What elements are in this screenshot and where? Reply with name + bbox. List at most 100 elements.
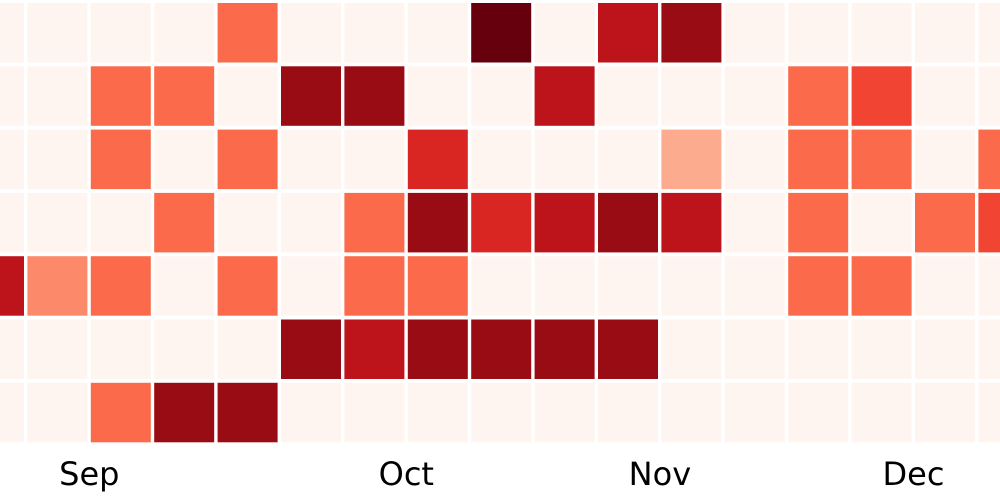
heat-cell <box>534 382 595 443</box>
heat-cell <box>915 256 975 316</box>
heat-cell <box>978 129 1000 190</box>
heat-cell <box>217 319 278 379</box>
month-label: Nov <box>629 455 691 493</box>
heat-cell <box>0 66 24 126</box>
month-label: Oct <box>379 455 434 493</box>
heat-cell <box>915 66 975 126</box>
heat-cell <box>154 129 215 190</box>
heat-cell <box>915 382 975 443</box>
heat-cell <box>978 3 1000 63</box>
heat-cell <box>344 192 405 253</box>
heat-cell <box>915 129 975 190</box>
heat-cell <box>154 382 215 443</box>
heat-cell <box>534 192 595 253</box>
heat-cell <box>471 256 532 316</box>
heat-cell <box>724 3 785 63</box>
heat-cell <box>90 319 151 379</box>
heat-cell <box>661 3 722 63</box>
heat-cell <box>534 66 595 126</box>
heat-cell <box>598 3 658 63</box>
heat-cell <box>598 382 658 443</box>
heat-cell <box>788 192 849 253</box>
heat-cell <box>598 319 658 379</box>
heat-cell <box>0 3 24 63</box>
heat-cell <box>598 192 658 253</box>
heat-cell <box>281 319 341 379</box>
heat-cell <box>534 3 595 63</box>
heat-cell <box>915 319 975 379</box>
heat-cell <box>0 256 24 316</box>
heat-cell <box>344 382 405 443</box>
heat-cell <box>0 129 24 190</box>
heat-cell <box>90 382 151 443</box>
heat-cell <box>471 66 532 126</box>
heat-cell <box>915 192 975 253</box>
heat-cell <box>978 382 1000 443</box>
heat-cell <box>788 66 849 126</box>
heat-cell <box>407 3 468 63</box>
heat-cell <box>281 3 341 63</box>
heat-cell <box>27 382 88 443</box>
heat-cell <box>90 129 151 190</box>
heat-cell <box>788 129 849 190</box>
heat-cell <box>90 3 151 63</box>
heat-cell <box>90 66 151 126</box>
heat-cell <box>851 129 912 190</box>
month-label: Sep <box>59 455 119 493</box>
heat-cell <box>27 129 88 190</box>
heat-cell <box>344 256 405 316</box>
heat-cell <box>661 192 722 253</box>
heat-cell <box>851 66 912 126</box>
heat-cell <box>407 256 468 316</box>
heat-cell <box>661 129 722 190</box>
heat-cell <box>598 129 658 190</box>
heat-cell <box>27 192 88 253</box>
heat-cell <box>471 129 532 190</box>
heat-cell <box>27 66 88 126</box>
heat-cell <box>0 319 24 379</box>
heat-cell <box>344 66 405 126</box>
heat-cell <box>724 129 785 190</box>
heat-cell <box>534 319 595 379</box>
heat-cell <box>661 319 722 379</box>
heat-cell <box>90 192 151 253</box>
heat-cell <box>344 319 405 379</box>
heat-cell <box>471 3 532 63</box>
heat-cell <box>788 256 849 316</box>
heat-cell <box>851 319 912 379</box>
heat-cell <box>217 256 278 316</box>
heat-cell <box>661 66 722 126</box>
heat-cell <box>724 256 785 316</box>
heat-cell <box>788 382 849 443</box>
heat-cell <box>978 256 1000 316</box>
heat-cell <box>851 192 912 253</box>
heat-cell <box>661 256 722 316</box>
heat-cell <box>471 382 532 443</box>
heat-cell <box>534 256 595 316</box>
heat-cell <box>27 256 88 316</box>
heat-cell <box>0 382 24 443</box>
heat-cell <box>598 256 658 316</box>
heat-cell <box>534 129 595 190</box>
heat-cell <box>154 192 215 253</box>
heat-cell <box>471 192 532 253</box>
heat-cell <box>978 192 1000 253</box>
heat-cell <box>724 192 785 253</box>
heat-cell <box>407 129 468 190</box>
heat-cell <box>978 319 1000 379</box>
heat-cell <box>281 129 341 190</box>
heat-cell <box>407 382 468 443</box>
heat-cell <box>978 66 1000 126</box>
heat-cell <box>598 66 658 126</box>
heat-cell <box>471 319 532 379</box>
heat-cell <box>281 382 341 443</box>
heat-cell <box>915 3 975 63</box>
heat-cell <box>724 319 785 379</box>
heat-cell <box>661 382 722 443</box>
heat-cell <box>0 192 24 253</box>
heat-cell <box>217 382 278 443</box>
heat-cell <box>788 319 849 379</box>
heat-cell <box>154 319 215 379</box>
heat-cell <box>407 66 468 126</box>
heat-cell <box>27 3 88 63</box>
